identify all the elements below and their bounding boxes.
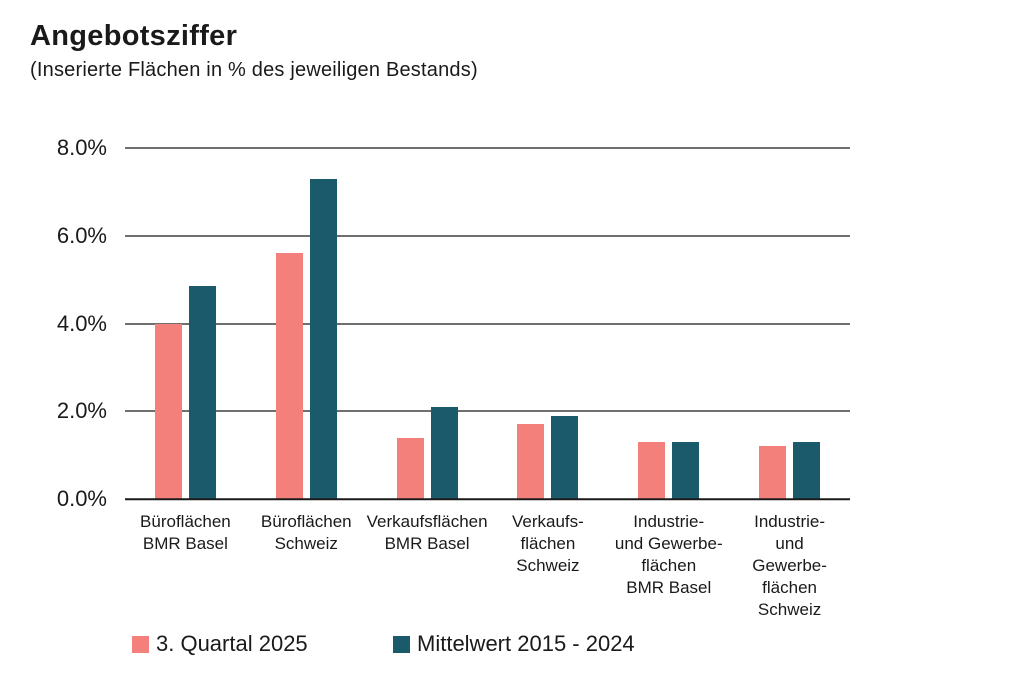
x-axis-label-line: BMR Basel [142, 534, 228, 553]
x-axis-label-verkaufsflaechen-schweiz: Verkaufs-flächen Schweiz [512, 511, 584, 577]
bar-group-verkaufsflaechen-bmr-basel [367, 406, 488, 499]
x-axis-label-line: Verkaufs- [512, 512, 584, 531]
y-tick-label-4pct: 4.0% [56, 310, 107, 336]
gridline-8pct [125, 147, 850, 149]
y-tick-label-8pct: 8.0% [56, 135, 107, 160]
x-axis-labels: Büroflächen BMR Basel Büroflächen Schweiz Ve… [125, 511, 850, 636]
bar-mittelwert-2015-2024-bueroflaechen-schweiz [309, 178, 337, 499]
bar-q3-2025-verkaufsflaechen-schweiz [517, 424, 545, 499]
gridline-6pct [125, 234, 850, 237]
legend-item-mittelwert-2015-2024: Mittelwert 2015 - 2024 [393, 631, 635, 657]
x-axis-label-industrie-gewerbeflaechen-schweiz: Industrie-und Gewerbe-flächen Schweiz [752, 511, 827, 621]
x-axis-label-line: Büroflächen [140, 512, 231, 531]
gridline-2pct [125, 410, 850, 413]
x-axis-label-bueroflaechen-schweiz: Büroflächen Schweiz [261, 511, 352, 555]
legend-label-mittelwert-2015-2024: Mittelwert 2015 - 2024 [417, 631, 635, 656]
x-axis-label-line: und Gewerbe- [614, 534, 723, 553]
bar-group-verkaufsflaechen-schweiz [488, 415, 609, 499]
x-axis-label-line: Büroflächen [260, 512, 352, 531]
x-axis-label-line: BMR Basel [626, 578, 712, 597]
bar-mittelwert-2015-2024-industrie-gewerbeflaechen-schweiz [793, 441, 821, 499]
bar-group-bueroflaechen-schweiz [246, 178, 367, 499]
x-axis-line [125, 498, 850, 500]
legend: 3. Quartal 2025 Mittelwert 2015 - 2024 [0, 631, 1024, 663]
x-axis-label-line: flächen [520, 534, 576, 553]
x-axis-label-bueroflaechen-bmr-basel: Büroflächen BMR Basel [140, 511, 231, 555]
bar-q3-2025-bueroflaechen-bmr-basel [154, 323, 182, 499]
y-tick-label-6pct: 6.0% [56, 222, 107, 248]
bar-mittelwert-2015-2024-bueroflaechen-bmr-basel [188, 286, 216, 499]
legend-label-q3-2025: 3. Quartal 2025 [156, 631, 308, 656]
bar-mittelwert-2015-2024-industrie-gewerbeflaechen-bmr-basel [672, 441, 700, 499]
bar-group-industrie-gewerbeflaechen-schweiz [729, 441, 850, 499]
x-axis-label-line: Industrie- [754, 512, 826, 531]
bar-q3-2025-industrie-gewerbeflaechen-bmr-basel [638, 441, 666, 499]
x-axis-label-verkaufsflaechen-bmr-basel: Verkaufsflächen BMR Basel [367, 511, 488, 555]
x-axis-label-industrie-gewerbeflaechen-bmr-basel: Industrie-und Gewerbe-flächen BMR Basel [615, 511, 723, 599]
bar-mittelwert-2015-2024-verkaufsflaechen-bmr-basel [430, 406, 458, 499]
plot-area: 0.0% 2.0% 4.0% 6.0% 8.0% [57, 135, 850, 511]
x-axis-label-line: flächen [641, 556, 697, 575]
y-tick-label-0pct: 0.0% [56, 486, 107, 511]
x-axis-label-line: BMR Basel [384, 534, 470, 553]
x-axis-label-line: Verkaufsflächen [366, 512, 488, 531]
x-axis-label-line: flächen [762, 578, 817, 597]
bar-q3-2025-bueroflaechen-schweiz [275, 253, 303, 499]
legend-swatch-q3-2025 [132, 635, 149, 653]
bar-group-bueroflaechen-bmr-basel [125, 286, 246, 499]
x-axis-label-line: und [775, 534, 804, 553]
chart-title: Angebotsziffer [30, 20, 238, 52]
x-axis-label-line: Gewerbe- [752, 556, 827, 575]
x-axis-label-line: Schweiz [757, 600, 822, 619]
x-axis-label-line: Schweiz [274, 534, 338, 553]
y-tick-label-2pct: 2.0% [56, 398, 107, 424]
x-axis-label-line: Schweiz [516, 556, 580, 575]
chart-subtitle: (Inserierte Flächen in % des jeweiligen … [30, 59, 478, 82]
bar-q3-2025-verkaufsflaechen-bmr-basel [396, 437, 424, 499]
x-axis-label-line: Industrie- [633, 512, 705, 531]
chart-header: Angebotsziffer (Inserierte Flächen in % … [30, 20, 478, 82]
legend-swatch-mittelwert-2015-2024 [393, 635, 410, 653]
legend-item-q3-2025: 3. Quartal 2025 [132, 631, 308, 657]
bar-mittelwert-2015-2024-verkaufsflaechen-schweiz [551, 415, 579, 499]
bar-group-industrie-gewerbeflaechen-bmr-basel [608, 441, 729, 499]
gridline-4pct [125, 322, 850, 325]
bar-q3-2025-industrie-gewerbeflaechen-schweiz [759, 446, 787, 499]
